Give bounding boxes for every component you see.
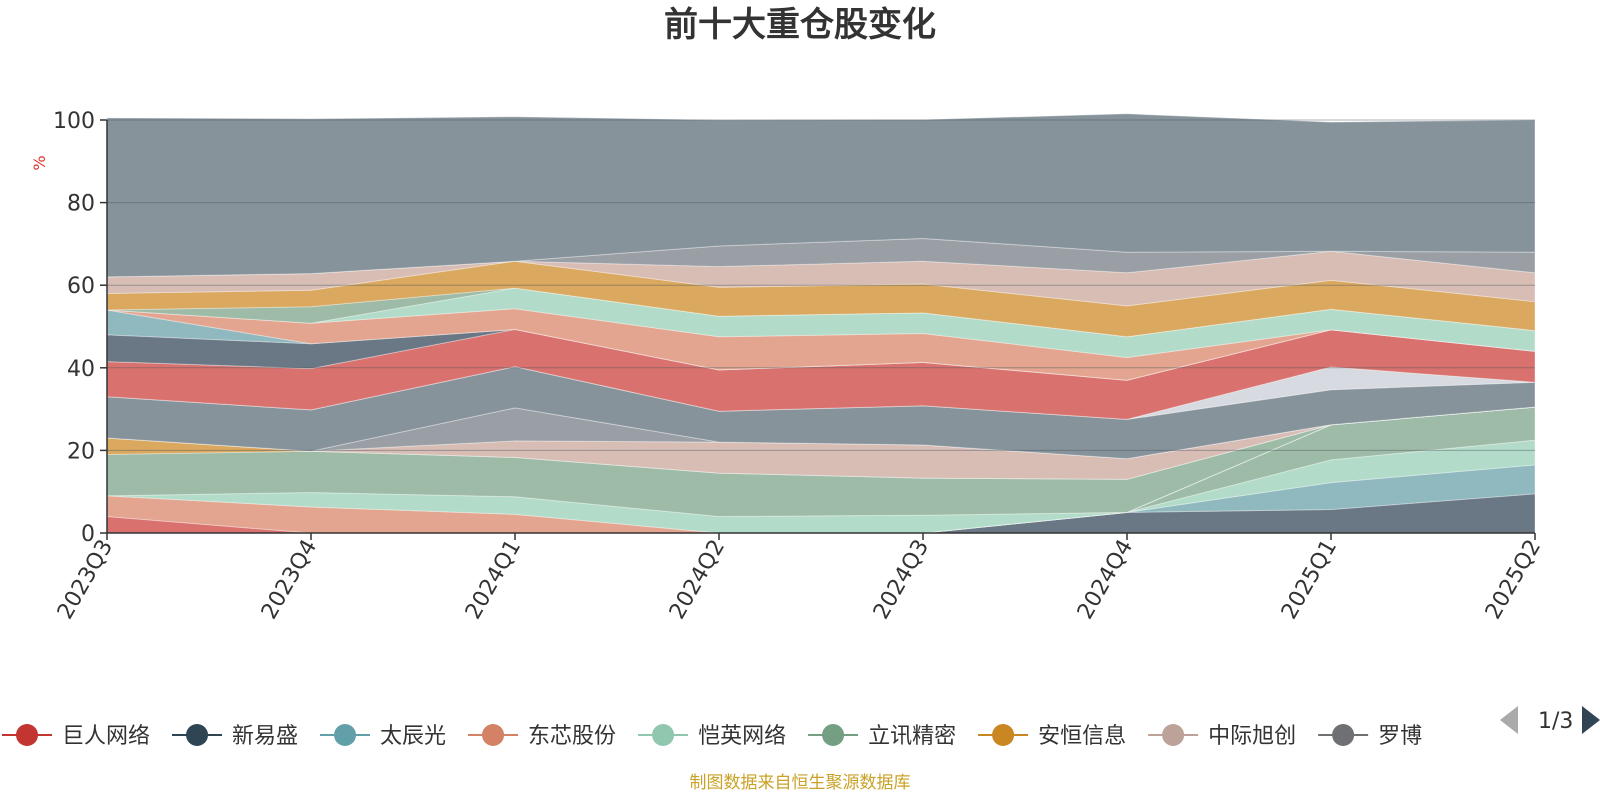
area-series-group xyxy=(106,113,1536,534)
y-tick-label: 60 xyxy=(67,274,95,299)
y-tick-label: 0 xyxy=(81,522,95,547)
legend-label: 中际旭创 xyxy=(1208,724,1296,749)
x-tick-label: 2023Q4 xyxy=(257,536,322,624)
legend-label: 巨人网络 xyxy=(62,724,150,749)
legend-page-indicator: 1/3 xyxy=(1538,709,1573,734)
legend-marker-icon xyxy=(822,724,845,746)
legend-marker-icon xyxy=(186,724,209,746)
legend-item[interactable]: 安恒信息 xyxy=(978,724,1126,749)
legend-item[interactable]: 巨人网络 xyxy=(2,724,150,749)
legend-label: 罗博 xyxy=(1378,724,1422,749)
y-tick-label: 80 xyxy=(67,192,95,217)
legend-label: 新易盛 xyxy=(232,724,298,749)
chart-title: 前十大重仓股变化 xyxy=(664,5,936,45)
legend-item[interactable]: 太辰光 xyxy=(320,724,446,749)
data-source-note: 制图数据来自恒生聚源数据库 xyxy=(690,773,911,793)
legend-item[interactable]: 中际旭创 xyxy=(1148,724,1296,749)
legend-marker-icon xyxy=(652,724,675,746)
legend-marker-icon xyxy=(16,724,38,746)
legend-pager: 1/3 xyxy=(1500,706,1600,734)
x-tick-label: 2024Q1 xyxy=(461,536,526,624)
x-tick-label: 2024Q2 xyxy=(665,536,730,624)
legend-marker-icon xyxy=(1332,724,1355,746)
x-tick-label: 2024Q4 xyxy=(1073,536,1138,624)
legend-label: 安恒信息 xyxy=(1038,724,1126,749)
legend-next-icon[interactable] xyxy=(1582,706,1600,734)
legend-marker-icon xyxy=(992,724,1015,746)
legend[interactable]: 巨人网络 新易盛 太辰光 东芯股份 恺英网络 立讯精密 安恒信息 中际旭创 罗博 xyxy=(2,724,1422,749)
legend-item[interactable]: 恺英网络 xyxy=(638,724,786,749)
legend-item[interactable]: 新易盛 xyxy=(172,724,298,749)
legend-label: 太辰光 xyxy=(380,724,446,749)
area-series-25 xyxy=(106,113,1536,278)
x-tick-label: 2025Q2 xyxy=(1481,536,1546,624)
x-tick-label: 2025Q1 xyxy=(1277,536,1342,624)
y-tick-label: 100 xyxy=(53,109,95,134)
legend-marker-icon xyxy=(1162,724,1185,746)
legend-item[interactable]: 立讯精密 xyxy=(808,724,956,749)
legend-item[interactable]: 罗博 xyxy=(1318,724,1422,749)
legend-marker-icon xyxy=(334,724,357,746)
legend-label: 立讯精密 xyxy=(868,724,956,749)
grid-lines xyxy=(107,119,1535,451)
x-tick-label: 2023Q3 xyxy=(53,536,118,624)
legend-label: 东芯股份 xyxy=(528,724,616,749)
area-series-22 xyxy=(106,260,1536,338)
x-tick-label: 2024Q3 xyxy=(869,536,934,624)
y-axis-unit: % xyxy=(30,155,49,170)
y-tick-label: 40 xyxy=(67,357,95,382)
legend-label: 恺英网络 xyxy=(698,724,786,749)
y-tick-label: 20 xyxy=(67,439,95,464)
legend-item[interactable]: 东芯股份 xyxy=(468,724,616,749)
legend-marker-icon xyxy=(482,724,505,746)
legend-prev-icon[interactable] xyxy=(1500,706,1518,734)
